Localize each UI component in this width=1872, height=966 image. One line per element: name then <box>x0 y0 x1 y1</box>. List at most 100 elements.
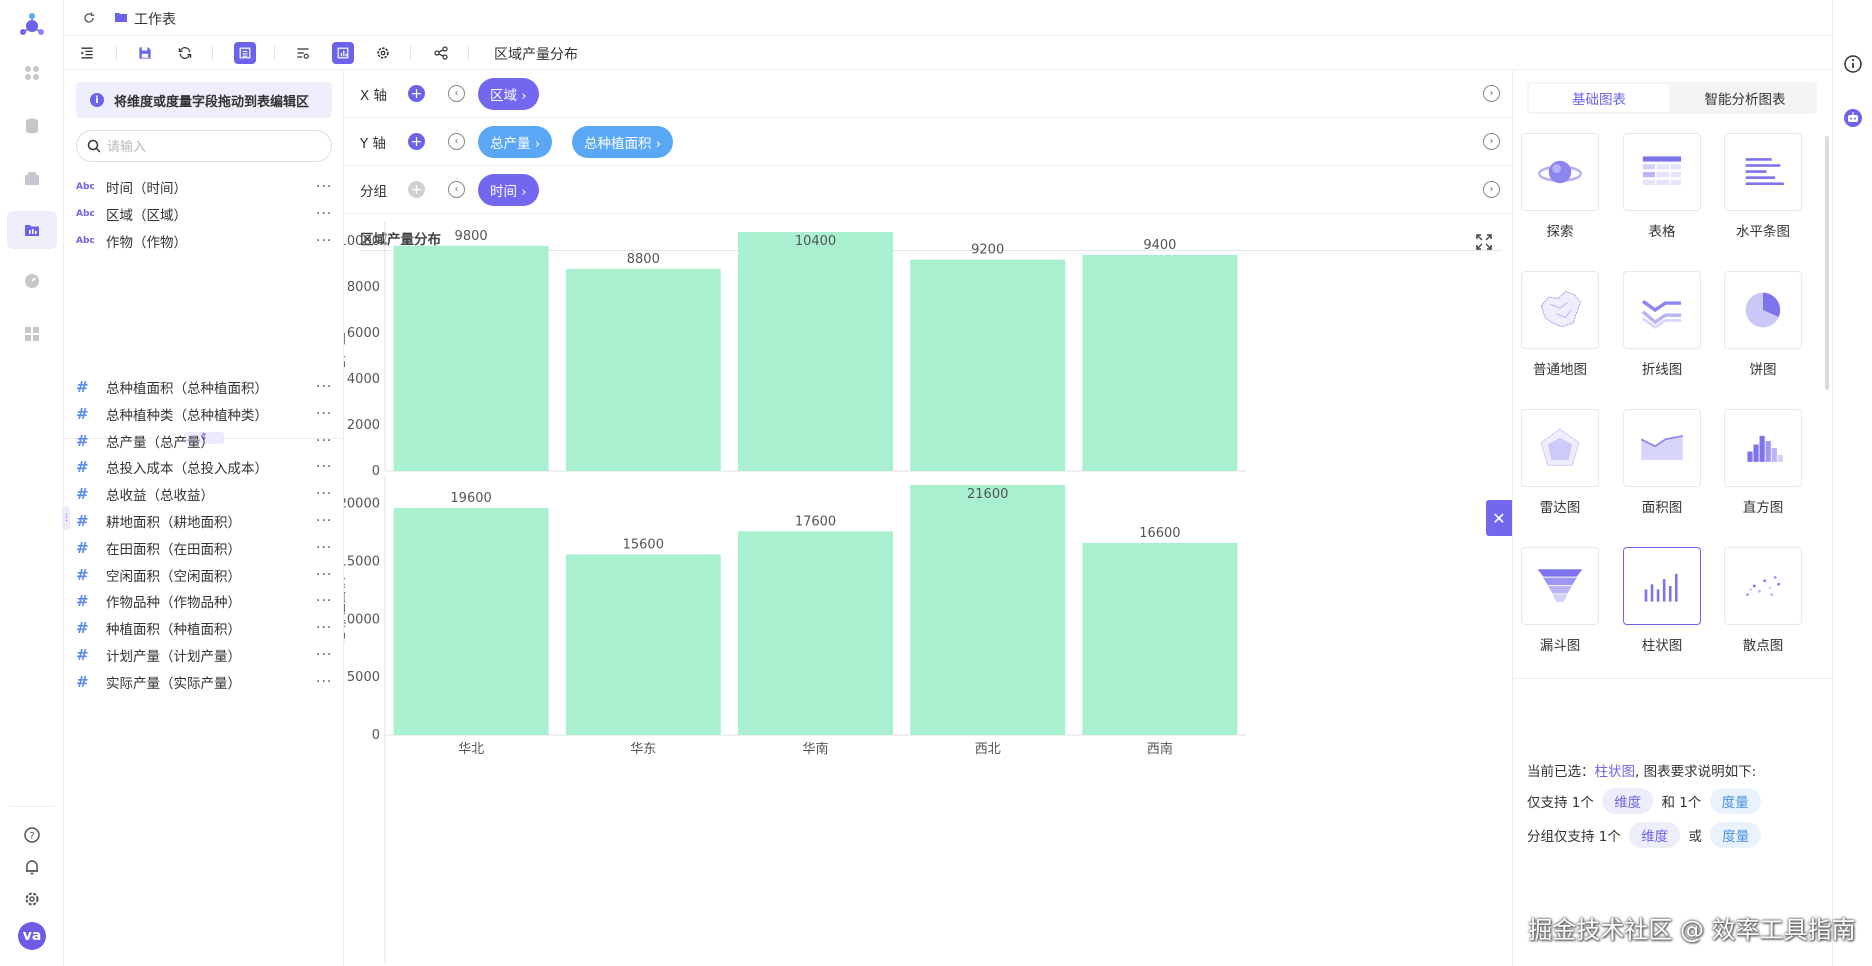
chart-type-tile[interactable] <box>1521 271 1599 349</box>
tab-smart-charts[interactable]: 智能分析图表 <box>1704 92 1786 108</box>
info-icon[interactable] <box>1843 54 1863 74</box>
add-y-field-icon[interactable]: + <box>408 133 425 150</box>
collapse-handle-icon[interactable]: ⋮ <box>62 506 71 530</box>
more-options-icon[interactable]: ··· <box>316 673 333 690</box>
add-group-field-icon[interactable]: + <box>408 181 425 198</box>
more-options-icon[interactable]: ··· <box>316 206 333 222</box>
database-nav-icon[interactable] <box>7 107 57 145</box>
chart-type-tile[interactable] <box>1623 133 1701 211</box>
more-options-icon[interactable]: ··· <box>316 233 333 249</box>
measure-field[interactable]: # 总投入成本（总投入成本） ··· <box>76 453 336 481</box>
group-pill[interactable]: 时间 › <box>478 174 539 206</box>
more-options-icon[interactable]: ··· <box>316 486 333 503</box>
sync-icon[interactable] <box>174 42 196 64</box>
measure-chip: 度量 <box>1709 788 1761 814</box>
field-label: 实际产量（实际产量） <box>106 675 241 692</box>
indent-menu-icon[interactable] <box>76 42 98 64</box>
measure-field[interactable]: # 总种植面积（总种植面积） ··· <box>76 373 336 401</box>
ai-assistant-icon[interactable] <box>1843 108 1863 128</box>
measure-field[interactable]: # 空闲面积（空闲面积） ··· <box>76 561 336 589</box>
chart-type-tile[interactable] <box>1623 409 1701 487</box>
worksheet-nav-icon[interactable] <box>7 211 57 249</box>
resize-handle-icon[interactable]: ⇕ <box>184 432 224 444</box>
chevron-right-icon[interactable]: › <box>1483 85 1500 102</box>
more-options-icon[interactable]: ··· <box>316 620 333 637</box>
more-options-icon[interactable]: ··· <box>316 566 333 583</box>
chevron-right-icon[interactable]: › <box>1483 181 1500 198</box>
more-options-icon[interactable]: ··· <box>316 513 333 529</box>
chart-type-tile[interactable] <box>1724 271 1802 349</box>
chart-type-tile[interactable] <box>1623 547 1701 625</box>
y-axis-row: Y 轴 + ‹ 总产量 › 总种植面积 › › <box>344 118 1512 166</box>
chart-name[interactable]: 区域产量分布 <box>494 47 578 63</box>
field-label: 总种植面积（总种植面积） <box>106 381 268 397</box>
more-options-icon[interactable]: ··· <box>316 539 333 556</box>
help-icon[interactable]: ? <box>7 816 57 854</box>
panel-divider <box>1513 678 1833 679</box>
more-options-icon[interactable]: ··· <box>316 379 333 395</box>
more-options-icon[interactable]: ··· <box>316 647 333 663</box>
more-options-icon[interactable]: ··· <box>316 432 333 449</box>
text-type-icon: Abc <box>76 182 95 192</box>
breadcrumb[interactable]: 工作表 <box>134 12 176 28</box>
measure-field[interactable]: # 耕地面积（耕地面积） ··· <box>76 507 336 535</box>
field-search-box[interactable] <box>76 130 332 162</box>
filter-settings-icon[interactable] <box>292 42 314 64</box>
chart-type-tile[interactable] <box>1521 547 1599 625</box>
measure-field[interactable]: # 总产量（总产量） ··· <box>76 427 336 455</box>
refresh-icon[interactable] <box>78 7 100 29</box>
chevron-left-icon[interactable]: ‹ <box>448 85 465 102</box>
dataset-nav-icon[interactable] <box>7 160 57 198</box>
user-avatar[interactable]: va <box>18 922 46 950</box>
measure-field[interactable]: # 种植面积（种植面积） ··· <box>76 614 336 642</box>
x-axis-pill[interactable]: 区域 › <box>478 78 539 110</box>
measure-field[interactable]: # 实际产量（实际产量） ··· <box>76 668 336 696</box>
chart-type-tile[interactable] <box>1521 409 1599 487</box>
chart-type-tile[interactable] <box>1724 133 1802 211</box>
add-x-field-icon[interactable]: + <box>408 85 425 102</box>
data-view-icon[interactable] <box>234 42 256 64</box>
search-input[interactable] <box>107 138 307 154</box>
settings-gear-icon[interactable] <box>7 880 57 918</box>
y-axis-pill[interactable]: 总产量 › <box>478 126 553 158</box>
more-options-icon[interactable]: ··· <box>316 459 333 476</box>
measure-field[interactable]: # 总种植种类（总种植种类） ··· <box>76 400 336 428</box>
measure-field[interactable]: # 在田面积（在田面积） ··· <box>76 534 336 562</box>
y-axis-pill[interactable]: 总种植面积 › <box>572 126 674 158</box>
dimension-field[interactable]: Abc 区域（区域） ··· <box>76 200 336 228</box>
style-settings-icon[interactable] <box>372 42 394 64</box>
more-options-icon[interactable]: ··· <box>316 593 333 610</box>
chart-type-tile[interactable] <box>1724 409 1802 487</box>
toolbar-divider <box>468 45 469 61</box>
dashboard-nav-icon[interactable] <box>7 54 57 92</box>
dimension-field[interactable]: Abc 作物（作物） ··· <box>76 227 336 255</box>
chart-view-icon[interactable] <box>332 42 354 64</box>
field-label: 空闲面积（空闲面积） <box>106 568 241 585</box>
dimension-field[interactable]: Abc 时间（时间） ··· <box>76 173 336 201</box>
fullscreen-icon[interactable] <box>1474 232 1494 252</box>
data-label: 17600 <box>795 514 836 529</box>
y-axis-label: Y 轴 <box>360 136 387 152</box>
data-label: 15600 <box>623 537 664 552</box>
close-panel-icon[interactable]: ✕ <box>1486 500 1512 536</box>
save-icon[interactable] <box>134 42 156 64</box>
chart-type-tile[interactable] <box>1623 271 1701 349</box>
left-nav-rail: ? va <box>0 0 64 966</box>
tab-basic-charts[interactable]: 基础图表 <box>1529 84 1669 112</box>
measure-field[interactable]: # 计划产量（计划产量） ··· <box>76 641 336 669</box>
more-options-icon[interactable]: ··· <box>316 179 333 195</box>
chart-type-tile[interactable] <box>1724 547 1802 625</box>
scrollbar[interactable] <box>1825 136 1829 390</box>
more-options-icon[interactable]: ··· <box>316 405 333 422</box>
bell-icon[interactable] <box>7 848 57 886</box>
chart-type-tile[interactable] <box>1521 133 1599 211</box>
app-logo[interactable] <box>18 12 46 40</box>
measure-field[interactable]: # 总收益（总收益） ··· <box>76 480 336 508</box>
share-icon[interactable] <box>430 42 452 64</box>
monitor-nav-icon[interactable] <box>7 262 57 300</box>
chevron-left-icon[interactable]: ‹ <box>448 181 465 198</box>
measure-field[interactable]: # 作物品种（作物品种） ··· <box>76 587 336 615</box>
chevron-right-icon[interactable]: › <box>1483 133 1500 150</box>
chevron-left-icon[interactable]: ‹ <box>448 133 465 150</box>
layout-nav-icon[interactable] <box>7 315 57 353</box>
